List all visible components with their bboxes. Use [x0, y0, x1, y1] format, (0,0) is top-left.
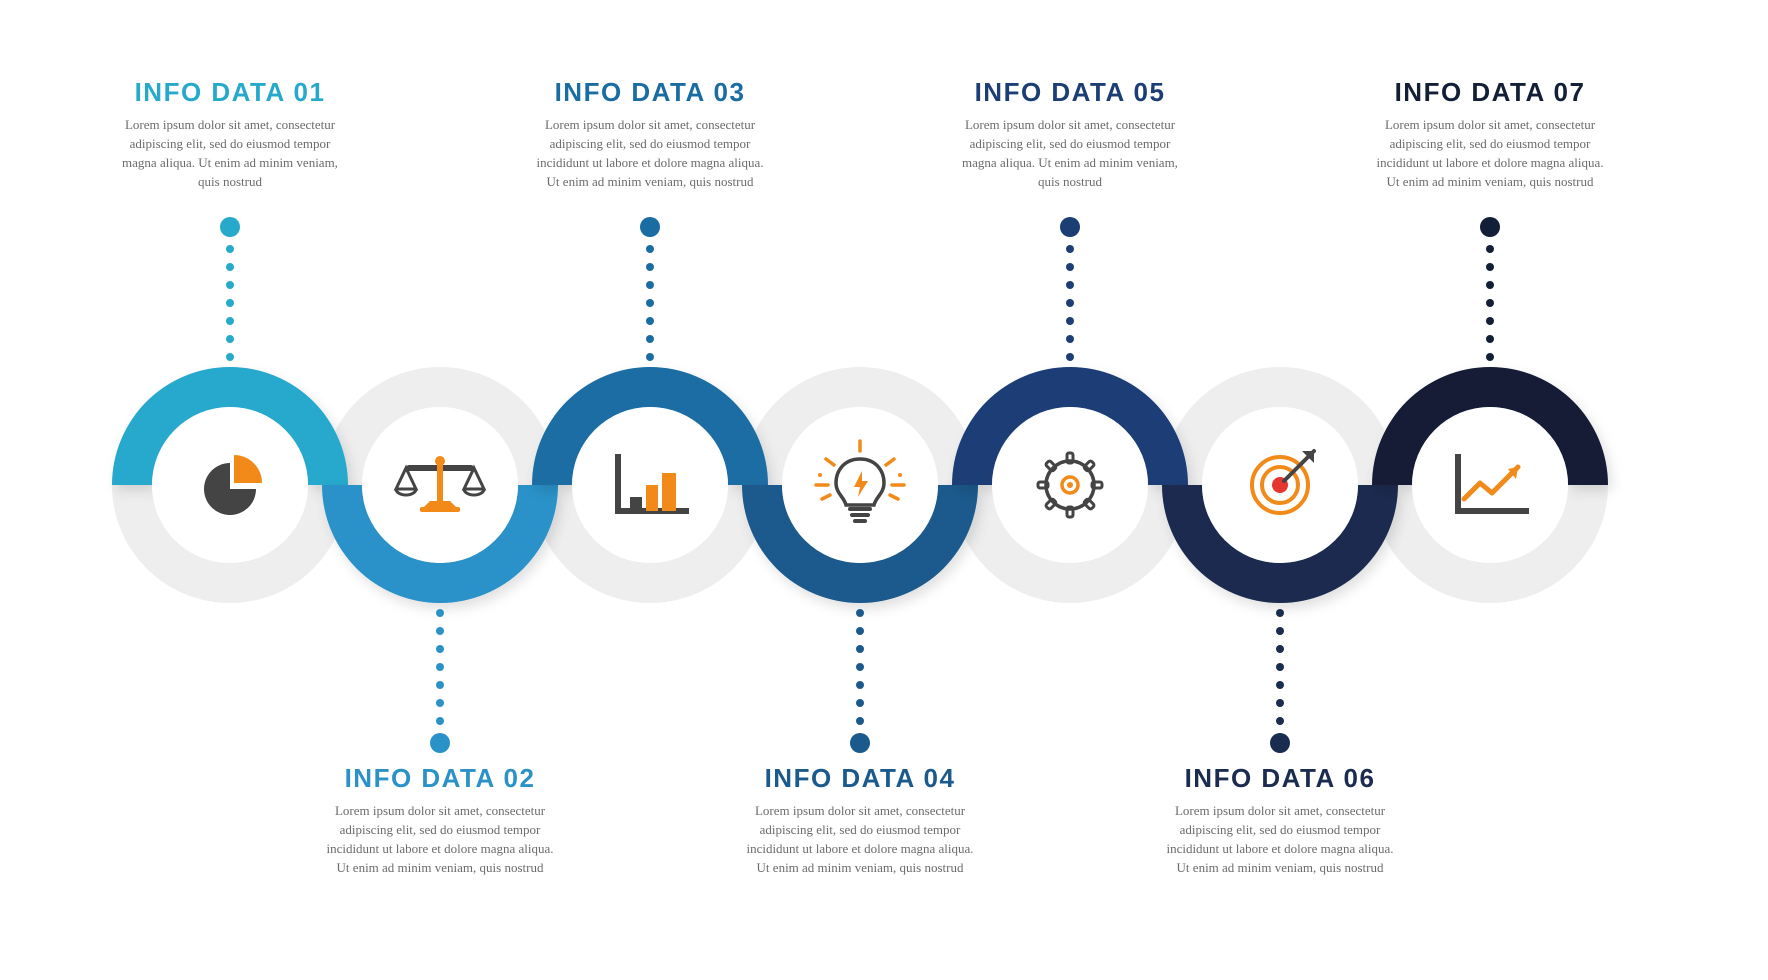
step-body: Lorem ipsum dolor sit amet, consectetur … [100, 116, 360, 191]
step-title: INFO DATA 01 [100, 77, 360, 108]
step-body: Lorem ipsum dolor sit amet, consectetur … [520, 116, 780, 191]
step-title: INFO DATA 05 [940, 77, 1200, 108]
step-body: Lorem ipsum dolor sit amet, consectetur … [310, 802, 570, 877]
step-title: INFO DATA 06 [1150, 763, 1410, 794]
step-text-4: INFO DATA 04 Lorem ipsum dolor sit amet, … [730, 763, 990, 877]
infographic-canvas: INFO DATA 01 Lorem ipsum dolor sit amet, … [0, 0, 1768, 980]
step-text-2: INFO DATA 02 Lorem ipsum dolor sit amet, … [310, 763, 570, 877]
step-body: Lorem ipsum dolor sit amet, consectetur … [940, 116, 1200, 191]
step-body: Lorem ipsum dolor sit amet, consectetur … [1360, 116, 1620, 191]
step-body: Lorem ipsum dolor sit amet, consectetur … [1150, 802, 1410, 877]
step-body: Lorem ipsum dolor sit amet, consectetur … [730, 802, 990, 877]
step-text-3: INFO DATA 03 Lorem ipsum dolor sit amet, … [520, 77, 780, 191]
step-text-6: INFO DATA 06 Lorem ipsum dolor sit amet, … [1150, 763, 1410, 877]
step-title: INFO DATA 07 [1360, 77, 1620, 108]
step-text-5: INFO DATA 05 Lorem ipsum dolor sit amet, … [940, 77, 1200, 191]
step-title: INFO DATA 04 [730, 763, 990, 794]
step-title: INFO DATA 03 [520, 77, 780, 108]
step-text-1: INFO DATA 01 Lorem ipsum dolor sit amet, … [100, 77, 360, 191]
step-text-7: INFO DATA 07 Lorem ipsum dolor sit amet, … [1360, 77, 1620, 191]
gear-icon [1038, 453, 1102, 517]
step-title: INFO DATA 02 [310, 763, 570, 794]
